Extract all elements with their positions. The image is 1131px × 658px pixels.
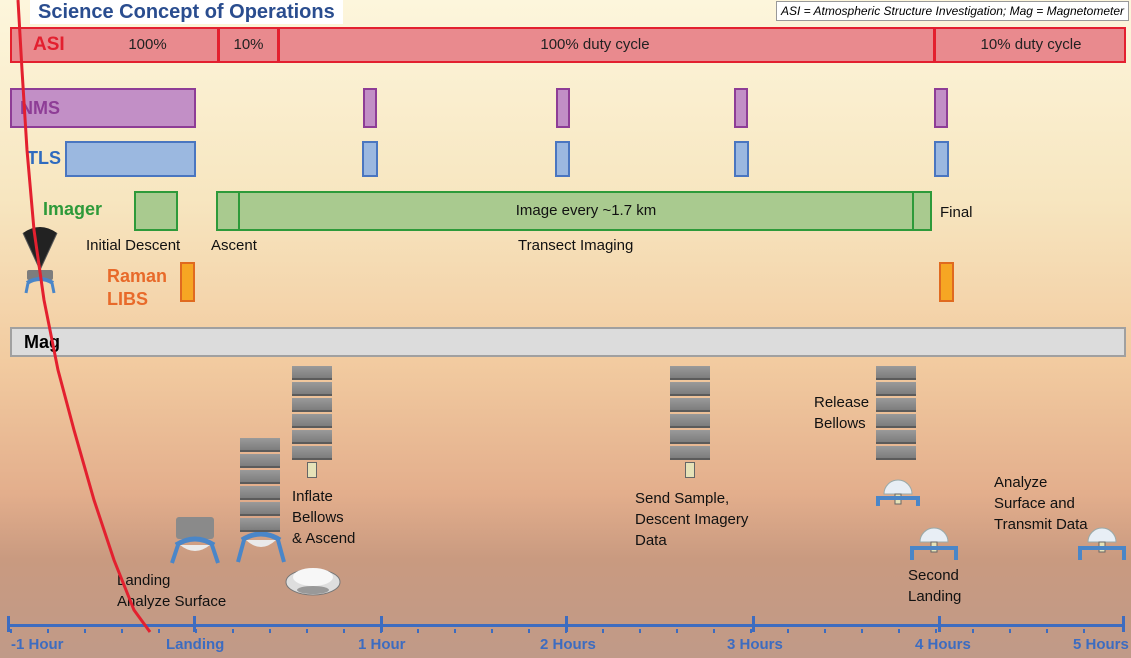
- annotation-line: Inflate: [292, 488, 333, 505]
- annotation-line: Data: [635, 532, 667, 549]
- imager-divider: [912, 191, 914, 231]
- inflate-annotation: Inflate Bellows & Ascend: [292, 486, 355, 549]
- timeline-tick: [380, 616, 383, 632]
- timeline-tick: [1122, 616, 1125, 632]
- nms-label: NMS: [20, 98, 60, 118]
- tls-bar: [362, 141, 378, 177]
- tls-bar: [65, 141, 196, 177]
- diagram-title: Science Concept of Operations: [30, 0, 343, 24]
- asi-divider: [933, 27, 936, 63]
- annotation-line: Send Sample,: [635, 490, 730, 507]
- annotation-line: Landing: [908, 588, 962, 605]
- asi-segment-label: 10% duty cycle: [980, 36, 1082, 53]
- dome-lander-icon: [876, 479, 920, 506]
- annotation-line: Bellows: [814, 415, 866, 432]
- gondola-icon: [685, 462, 695, 478]
- annotation-line: Landing: [117, 572, 171, 589]
- asi-label: ASI: [33, 34, 65, 55]
- initial-descent-label: Initial Descent: [86, 237, 181, 254]
- nms-bar: [10, 88, 196, 128]
- imager-initial-descent-bar: [134, 191, 178, 231]
- asi-divider: [217, 27, 220, 63]
- timeline-tick: [938, 616, 941, 632]
- bellows-stack-icon: [240, 438, 280, 534]
- timeline-tick: [193, 616, 196, 632]
- asi-segment-label: 100% duty cycle: [540, 36, 650, 53]
- imager-final-label: Final: [940, 204, 973, 221]
- bellows-stack-icon: [876, 366, 916, 462]
- tick-label-5h: 5 Hours: [1073, 636, 1129, 653]
- abbreviation-legend: ASI = Atmospheric Structure Investigatio…: [775, 1, 1129, 21]
- libs-label: LIBS: [107, 289, 149, 309]
- dome-lander-icon: [910, 527, 958, 560]
- tick-label-landing: Landing: [166, 636, 225, 653]
- nms-bar: [363, 88, 377, 128]
- bellows-stack-icon: [670, 366, 710, 462]
- annotation-line: Surface and: [994, 495, 1075, 512]
- timeline-tick: [752, 616, 755, 632]
- annotation-line: Descent Imagery: [635, 511, 749, 528]
- tick-label-4h: 4 Hours: [915, 636, 971, 653]
- bellows-stack-icon: [292, 366, 332, 462]
- tls-bar: [555, 141, 570, 177]
- dome-lander-icon: [1078, 527, 1126, 560]
- nms-bar: [734, 88, 748, 128]
- asi-segment-label: 10%: [233, 36, 264, 53]
- annotation-line: Analyze: [994, 474, 1048, 491]
- tick-label-1h: 1 Hour: [358, 636, 406, 653]
- release-annotation: Release Bellows: [814, 392, 869, 434]
- lander-icon: [236, 532, 286, 563]
- tls-bar: [934, 141, 949, 177]
- transect-imaging-label: Transect Imaging: [518, 237, 634, 254]
- annotation-line: Transmit Data: [994, 516, 1088, 533]
- send-sample-annotation: Send Sample, Descent Imagery Data: [635, 488, 748, 551]
- annotation-line: Second: [908, 567, 959, 584]
- timeline-tick: [7, 616, 10, 632]
- tls-label: TLS: [27, 148, 61, 168]
- raman-libs-bar: [180, 262, 195, 302]
- analyze-transmit-annotation: Analyze Surface and Transmit Data: [994, 472, 1088, 535]
- tick-label-2h: 2 Hours: [540, 636, 596, 653]
- landing-annotation: Landing Analyze Surface: [117, 570, 226, 612]
- annotation-line: Release: [814, 394, 870, 411]
- gondola-icon: [307, 462, 317, 478]
- asi-bar: [10, 27, 1126, 63]
- asi-divider: [277, 27, 280, 63]
- tls-bar: [734, 141, 749, 177]
- annotation-line: & Ascend: [292, 530, 356, 547]
- tick-label-minus1: -1 Hour: [11, 636, 64, 653]
- raman-label: Raman: [107, 266, 168, 286]
- nms-bar: [556, 88, 570, 128]
- ascent-label: Ascent: [211, 237, 257, 254]
- aeroshell-icon: [285, 568, 341, 596]
- tick-label-3h: 3 Hours: [727, 636, 783, 653]
- nms-bar: [934, 88, 948, 128]
- asi-segment-label: 100%: [128, 36, 167, 53]
- imager-divider: [238, 191, 240, 231]
- raman-libs-bar: [939, 262, 954, 302]
- timeline-tick: [565, 616, 568, 632]
- lander-icon: [170, 517, 220, 564]
- annotation-line: Bellows: [292, 509, 344, 526]
- imager-label: Imager: [43, 199, 103, 219]
- timeline-minor-ticks: [10, 629, 1120, 633]
- second-landing-annotation: Second Landing: [908, 565, 961, 607]
- annotation-line: Analyze Surface: [117, 593, 227, 610]
- imager-transect-bar: [216, 191, 932, 231]
- mag-bar: [10, 327, 1126, 357]
- imager-bar-text: Image every ~1.7 km: [515, 202, 657, 219]
- parachute-lander-icon: [22, 227, 58, 294]
